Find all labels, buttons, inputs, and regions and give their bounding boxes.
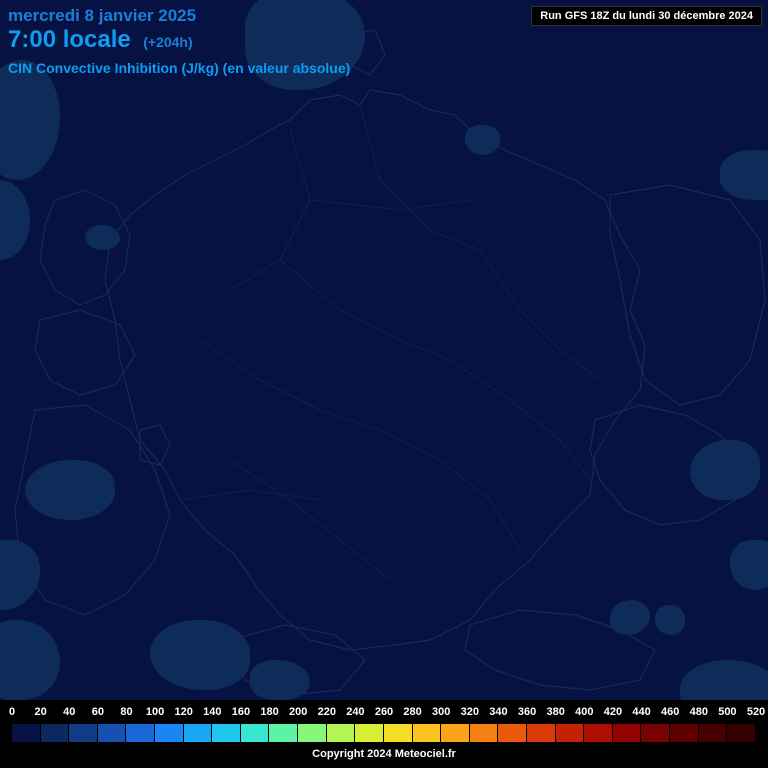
color-legend: 0 20 40 60 80 100 120 140 160 180 200 220 240 260 280 3… <box>0 700 768 768</box>
legend-swatch <box>212 724 241 742</box>
legend-swatch <box>384 724 413 742</box>
legend-tick: 20 <box>34 706 46 718</box>
legend-swatch <box>269 724 298 742</box>
legend-swatch <box>69 724 98 742</box>
copyright-text: Copyright 2024 Meteociel.fr <box>0 748 768 760</box>
legend-swatch <box>98 724 127 742</box>
legend-swatch <box>498 724 527 742</box>
legend-swatch <box>241 724 270 742</box>
legend-swatch <box>527 724 556 742</box>
legend-tick: 320 <box>461 706 479 718</box>
legend-tick: 120 <box>175 706 193 718</box>
legend-swatch <box>413 724 442 742</box>
legend-swatch <box>12 724 41 742</box>
legend-tick: 280 <box>403 706 421 718</box>
header: mercredi 8 janvier 2025 7:00 locale (+20… <box>8 6 350 76</box>
legend-swatches <box>12 724 756 742</box>
legend-swatch <box>556 724 585 742</box>
legend-tick: 480 <box>690 706 708 718</box>
legend-tick: 340 <box>489 706 507 718</box>
legend-tick: 200 <box>289 706 307 718</box>
legend-tick: 440 <box>632 706 650 718</box>
legend-swatch <box>327 724 356 742</box>
legend-tick: 80 <box>120 706 132 718</box>
legend-swatch <box>41 724 70 742</box>
legend-tick: 360 <box>518 706 536 718</box>
legend-tick: 300 <box>432 706 450 718</box>
legend-tick: 60 <box>92 706 104 718</box>
forecast-date: mercredi 8 janvier 2025 <box>8 6 350 26</box>
legend-tick: 100 <box>146 706 164 718</box>
legend-tick: 460 <box>661 706 679 718</box>
map-area <box>0 0 768 700</box>
legend-swatch <box>441 724 470 742</box>
legend-tick: 260 <box>375 706 393 718</box>
legend-tick: 240 <box>346 706 364 718</box>
legend-tick: 420 <box>604 706 622 718</box>
legend-tick: 40 <box>63 706 75 718</box>
forecast-time: 7:00 locale <box>8 26 131 53</box>
legend-swatch <box>298 724 327 742</box>
legend-tick: 160 <box>232 706 250 718</box>
legend-tick: 380 <box>547 706 565 718</box>
legend-tick: 0 <box>9 706 15 718</box>
map-borders <box>0 0 768 700</box>
legend-swatch <box>355 724 384 742</box>
legend-tick: 140 <box>203 706 221 718</box>
legend-swatch <box>126 724 155 742</box>
legend-swatch <box>155 724 184 742</box>
legend-tick: 520 <box>747 706 765 718</box>
legend-swatch <box>699 724 728 742</box>
lead-time: (+204h) <box>143 34 192 50</box>
legend-tick: 180 <box>260 706 278 718</box>
legend-swatch <box>613 724 642 742</box>
legend-tick: 400 <box>575 706 593 718</box>
legend-labels: 0 20 40 60 80 100 120 140 160 180 200 220 240 260 280 3… <box>0 704 768 722</box>
legend-tick: 220 <box>318 706 336 718</box>
legend-swatch <box>670 724 699 742</box>
legend-tick: 500 <box>718 706 736 718</box>
legend-swatch <box>470 724 499 742</box>
legend-swatch <box>584 724 613 742</box>
legend-swatch <box>641 724 670 742</box>
legend-swatch <box>727 724 756 742</box>
legend-swatch <box>184 724 213 742</box>
model-run-box: Run GFS 18Z du lundi 30 décembre 2024 <box>531 6 762 26</box>
parameter-label: CIN Convective Inhibition (J/kg) (en val… <box>8 60 350 76</box>
